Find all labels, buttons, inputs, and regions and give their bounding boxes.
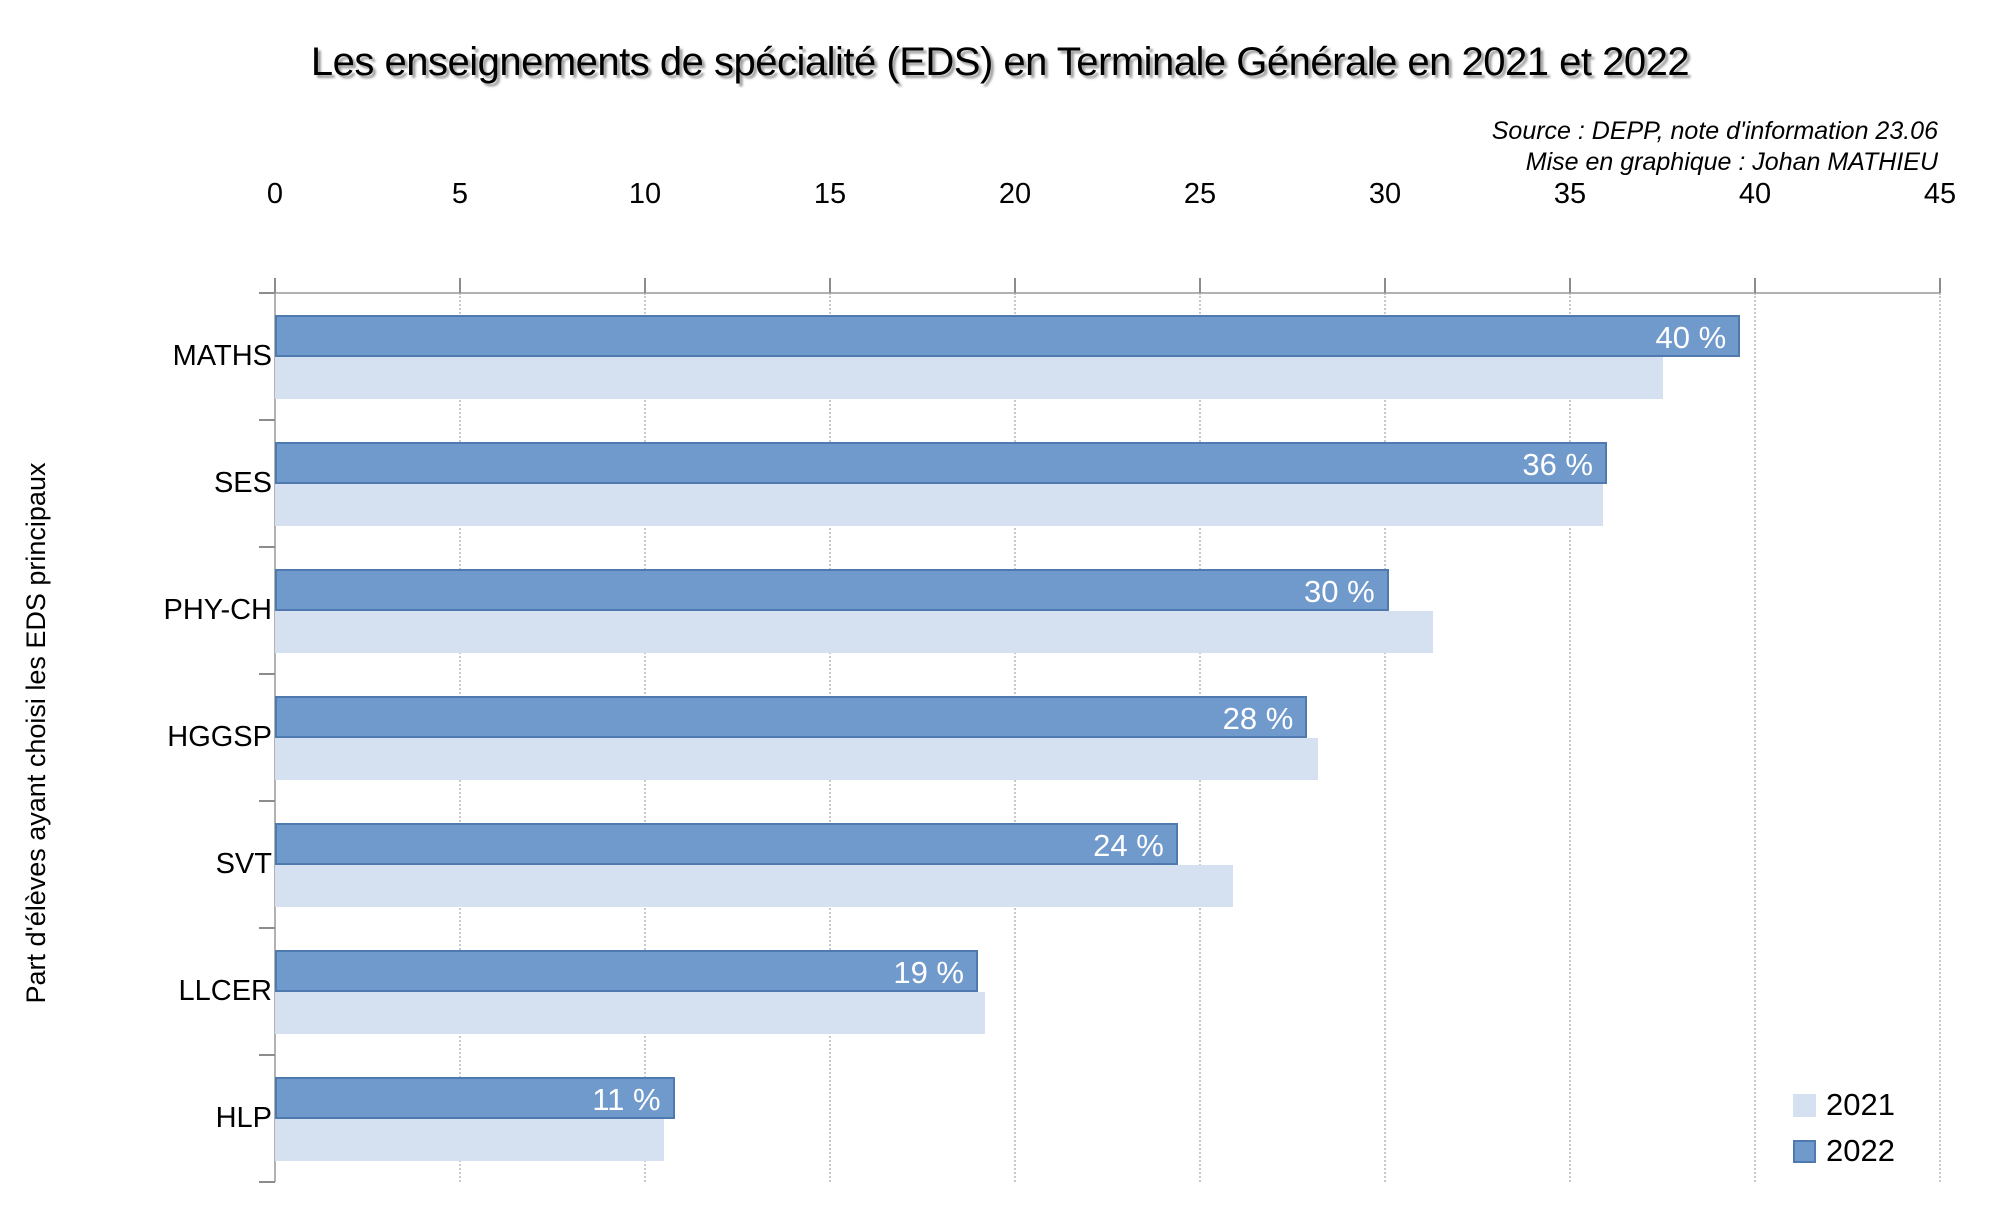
category-label: MATHS (172, 340, 272, 372)
bar-2021 (275, 738, 1319, 780)
grid-line (1569, 293, 1571, 1182)
category-tick-mark (259, 1181, 275, 1183)
axis-tick-mark (644, 278, 646, 293)
chart-title: Les enseignements de spécialité (EDS) en… (310, 40, 1690, 84)
bar-2022 (275, 315, 1741, 357)
x-axis-tick-label: 40 (1738, 178, 1772, 210)
bar-2021 (275, 992, 986, 1034)
x-axis-tick-label: 25 (1183, 178, 1217, 210)
legend-item-2022: 2022 (1793, 1128, 1895, 1174)
x-axis-tick-label: 45 (1923, 178, 1957, 210)
bar-2022 (275, 569, 1389, 611)
value-label: 28 % (1222, 701, 1294, 736)
legend-label-2021: 2021 (1826, 1087, 1895, 1122)
legend-swatch-2021 (1793, 1093, 1816, 1117)
bar-2021 (275, 611, 1434, 653)
x-axis-tick-label: 30 (1368, 178, 1402, 210)
grid-line (1384, 293, 1386, 1182)
bar-2021 (275, 865, 1234, 907)
value-label: 40 % (1655, 320, 1727, 355)
x-axis-tick-label: 15 (813, 178, 847, 210)
axis-tick-mark (459, 278, 461, 293)
legend: 2021 2022 (1793, 1082, 1895, 1174)
value-label: 36 % (1522, 447, 1593, 482)
x-axis-tick-label: 10 (628, 178, 662, 210)
x-axis-tick-label: 20 (998, 178, 1032, 210)
bar-2022 (275, 823, 1178, 865)
axis-tick-mark (1939, 278, 1941, 293)
bar-2022 (275, 950, 978, 992)
axis-tick-mark (1384, 278, 1386, 293)
bar-2022 (275, 1077, 675, 1119)
axis-tick-mark (829, 278, 831, 293)
value-label: 30 % (1304, 574, 1375, 609)
legend-item-2021: 2021 (1793, 1082, 1895, 1128)
bar-2021 (275, 1119, 664, 1161)
bar-2022 (275, 696, 1308, 738)
bar-2021 (275, 357, 1663, 399)
category-label: PHY-CH (163, 594, 272, 626)
category-tick-mark (259, 419, 275, 421)
value-label: 11 % (592, 1082, 661, 1117)
grid-line (1939, 293, 1941, 1182)
source-line-1: Source : DEPP, note d'information 23.06 (1491, 117, 1938, 145)
category-label: LLCER (178, 975, 273, 1007)
value-label: 24 % (1093, 828, 1164, 863)
source-note: Source : DEPP, note d'information 23.06 … (1492, 116, 1938, 178)
category-tick-mark (259, 546, 275, 548)
axis-tick-mark (1014, 278, 1016, 293)
legend-swatch-2022 (1793, 1139, 1816, 1163)
category-label: HGGSP (167, 721, 272, 753)
category-label: SVT (215, 848, 272, 880)
grid-line (1754, 293, 1756, 1182)
category-tick-mark (259, 800, 275, 802)
source-line-2: Mise en graphique : Johan MATHIEU (1525, 148, 1938, 176)
category-axis-line (259, 292, 1940, 294)
bar-2021 (275, 484, 1604, 526)
axis-tick-mark (1754, 278, 1756, 293)
category-label: HLP (215, 1102, 272, 1134)
category-tick-mark (259, 673, 275, 675)
category-tick-mark (259, 927, 275, 929)
category-tick-mark (259, 292, 275, 294)
x-axis-tick-label: 35 (1553, 178, 1587, 210)
category-label: SES (213, 467, 272, 499)
category-tick-mark (259, 1054, 275, 1056)
axis-tick-mark (1199, 278, 1201, 293)
legend-label-2022: 2022 (1826, 1133, 1895, 1168)
x-axis-tick-label: 0 (266, 178, 284, 210)
x-axis-tick-label: 5 (451, 178, 469, 210)
value-label: 19 % (893, 955, 964, 990)
axis-tick-mark (1569, 278, 1571, 293)
bar-2022 (275, 442, 1607, 484)
axis-tick-mark (274, 278, 276, 293)
